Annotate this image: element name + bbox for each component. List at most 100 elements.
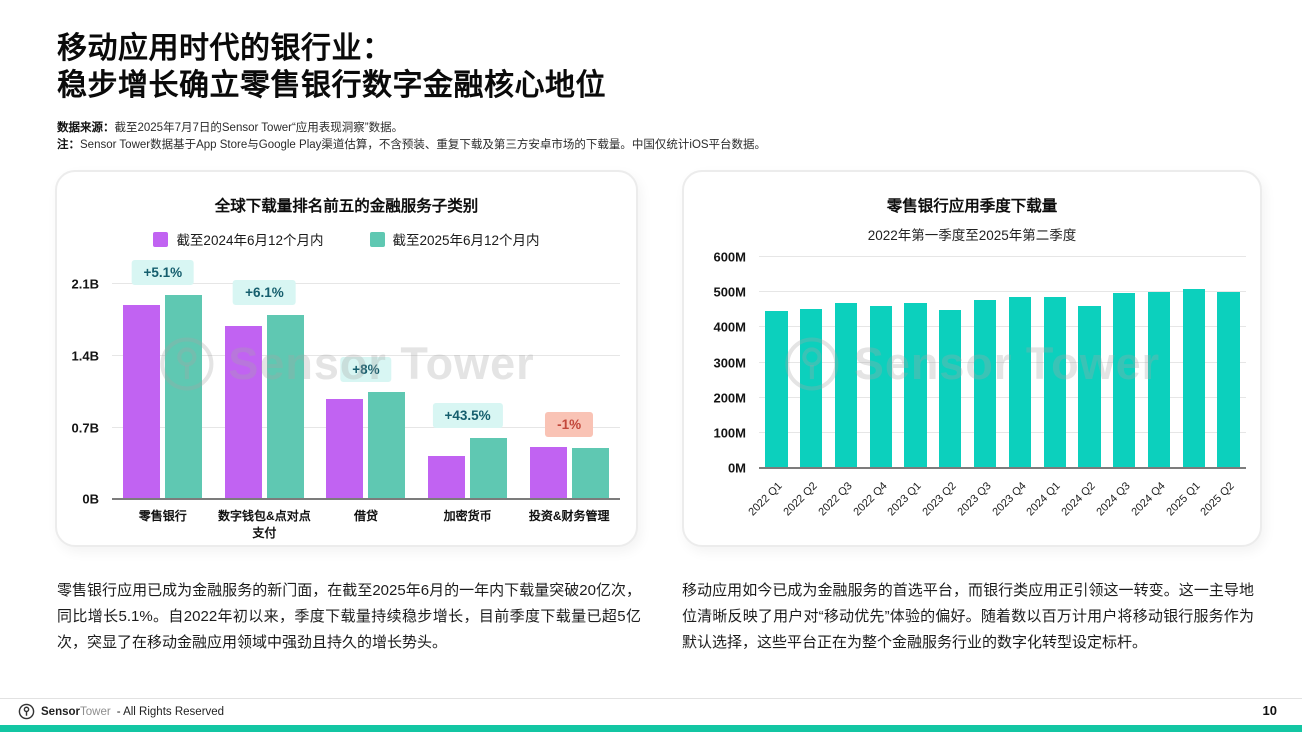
y-axis-tick: 100M: [713, 425, 746, 441]
bar-group: +43.5%: [417, 262, 519, 499]
footer-rights: - All Rights Reserved: [116, 705, 225, 718]
quarterly-chart-subtitle: 2022年第一季度至2025年第二季度: [867, 228, 1077, 243]
quarter-bar[interactable]: [834, 303, 858, 468]
quarter-bar[interactable]: [1078, 305, 1101, 468]
gridline: [759, 291, 1246, 293]
data-source-label: 数据来源：: [57, 122, 115, 134]
bar-cell: [968, 243, 1003, 468]
growth-badge: +6.1%: [233, 280, 296, 306]
footer-brand-light: Tower: [80, 705, 111, 718]
legend-item-2024[interactable]: 截至2024年6月12个月内: [153, 229, 324, 249]
bar-series-1[interactable]: [529, 446, 567, 499]
bar-group: +5.1%: [112, 259, 214, 499]
gridline: [759, 396, 1246, 398]
page-title-line1: 移动应用时代的银行业：: [57, 32, 393, 65]
sensor-tower-logo-icon: [18, 703, 35, 720]
bar-cell: [794, 243, 829, 468]
footer: SensorTower - All Rights Reserved: [18, 703, 224, 720]
chart-legend: 截至2024年6月12个月内 截至2025年6月12个月内: [57, 229, 636, 249]
bar-group: -1%: [518, 262, 620, 499]
gridline: [759, 256, 1246, 258]
quarter-bar[interactable]: [904, 303, 927, 468]
data-source-text: 截至2025年7月7日的Sensor Tower“应用表现洞察”数据。: [114, 122, 404, 134]
page-title-line2: 稳步增长确立零售银行数字金融核心地位: [57, 69, 606, 103]
gridline: [759, 326, 1246, 328]
legend-item-2025[interactable]: 截至2025年6月12个月内: [369, 229, 540, 249]
legend-label-2025: 截至2025年6月12个月内: [392, 233, 540, 248]
growth-badge: -1%: [545, 411, 594, 437]
bar-group: +8%: [315, 262, 417, 499]
bar-series-2[interactable]: [571, 447, 609, 499]
quarter-bar[interactable]: [1217, 291, 1240, 468]
bar-cell: [1037, 243, 1072, 468]
x-axis-label: 2022 Q1: [746, 480, 785, 519]
quarterly-plot: 0M 100M 200M 300M 400M 500M 600M: [713, 243, 1246, 476]
subcategory-chart-card: 全球下载量排名前五的金融服务子类别 截至2024年6月12个月内 截至2025年…: [55, 170, 638, 547]
quarter-bar[interactable]: [869, 305, 892, 468]
bar-cell: [933, 243, 968, 468]
bar-series-2[interactable]: [165, 294, 203, 499]
y-axis-tick: 500M: [713, 284, 746, 300]
x-axis-label: 零售银行: [138, 509, 187, 523]
quarter-bar[interactable]: [800, 308, 823, 468]
quarter-bar[interactable]: [1147, 291, 1171, 468]
bar-cell: [759, 243, 794, 468]
quarter-bar[interactable]: [939, 309, 962, 468]
bar-cell: [1142, 243, 1177, 468]
legend-swatch-2024-icon: [153, 231, 169, 247]
gridline: [112, 426, 620, 428]
gridline: [759, 431, 1246, 433]
growth-badge: +8%: [340, 356, 392, 382]
x-axis-label-cell: 2025 Q2: [1199, 472, 1246, 534]
footer-brand-bold: Sensor: [41, 705, 80, 718]
gridline: [112, 354, 620, 356]
footer-divider: [0, 698, 1302, 699]
x-axis-label: 数字钱包&点对点支付: [218, 509, 311, 540]
quarter-bar[interactable]: [1113, 293, 1136, 468]
bar-series-1[interactable]: [326, 398, 364, 499]
bar-series-1[interactable]: [428, 456, 466, 499]
quarter-bar[interactable]: [765, 311, 788, 468]
commentary-left: 零售银行应用已成为金融服务的新门面，在截至2025年6月的一年内下载量突破20亿…: [57, 582, 641, 651]
quarter-bar[interactable]: [1043, 296, 1066, 468]
growth-badge: +43.5%: [432, 402, 503, 428]
bar-series-2[interactable]: [470, 437, 508, 499]
subcategory-xlabels: 零售银行 数字钱包&点对点支付 借贷 加密货币 投资&财务管理: [112, 507, 620, 541]
bar-cell: [1072, 243, 1107, 468]
commentary-right: 移动应用如今已成为金融服务的首选平台，而银行类应用正引领这一转变。这一主导地位清…: [682, 582, 1254, 651]
quarterly-chart-title: 零售银行应用季度下载量: [886, 198, 1058, 215]
page-header: 移动应用时代的银行业： 稳步增长确立零售银行数字金融核心地位: [57, 30, 606, 104]
bar-group: +6.1%: [214, 262, 316, 499]
methodology-text: Sensor Tower数据基于App Store与Google Play渠道估…: [80, 139, 767, 152]
data-source-line: 数据来源：截至2025年7月7日的Sensor Tower“应用表现洞察”数据。: [57, 120, 766, 137]
quarter-bar[interactable]: [1182, 289, 1205, 468]
bar-cell: [829, 243, 864, 468]
bar-series-2[interactable]: [266, 315, 304, 499]
bar-groups: [759, 243, 1246, 468]
gridline: [112, 283, 620, 285]
x-axis-label: 投资&财务管理: [528, 509, 610, 523]
bar-series-2[interactable]: [368, 391, 406, 499]
y-axis-tick: 0.7B: [71, 420, 99, 435]
bar-cell: [1211, 243, 1246, 468]
quarter-bar[interactable]: [973, 299, 997, 468]
subcategory-plot: 0B 0.7B 1.4B 2.1B +5.1% +6.1% +8% +43.5% -1%: [72, 259, 620, 507]
page-title: 移动应用时代的银行业： 稳步增长确立零售银行数字金融核心地位: [57, 30, 606, 104]
quarterly-chart-card: 零售银行应用季度下载量 2022年第一季度至2025年第二季度 Sensor T…: [682, 170, 1262, 547]
bar-series-1[interactable]: [224, 326, 262, 499]
bar-cell: [1002, 243, 1037, 468]
bottom-accent-bar: [0, 725, 1302, 732]
bar-cell: [898, 243, 933, 468]
bar-series-1[interactable]: [123, 304, 161, 499]
bar-cell: [863, 243, 898, 468]
y-axis-tick: 400M: [713, 319, 746, 335]
y-axis-tick: 0B: [82, 491, 99, 507]
growth-badge: +5.1%: [131, 259, 195, 285]
bar-cell: [1176, 243, 1211, 468]
gridline: [759, 361, 1246, 363]
y-axis-tick: 1.4B: [71, 348, 99, 364]
y-axis-tick: 2.1B: [71, 276, 99, 292]
quarter-bar[interactable]: [1008, 296, 1031, 468]
x-axis-label: 借贷: [353, 509, 378, 523]
